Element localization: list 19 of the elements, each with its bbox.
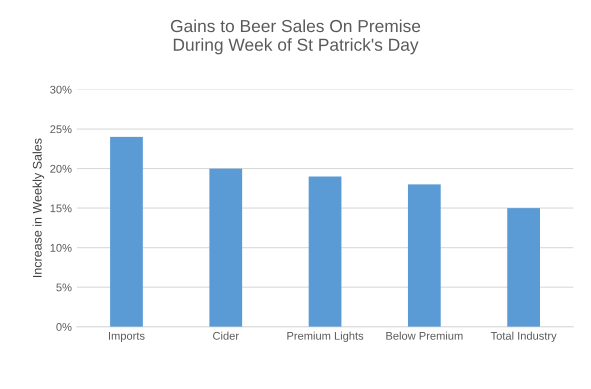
- y-tick-label: 15%: [50, 204, 72, 212]
- bar: [408, 184, 441, 327]
- bar: [308, 176, 342, 327]
- chart-title: Gains to Beer Sales On Premise During Week of St Patrick's Day: [170, 19, 420, 54]
- y-axis-title: Increase in Weekly Sales: [32, 138, 44, 278]
- x-tick-label: Premium Lights: [287, 332, 364, 342]
- y-tick-label: 10%: [50, 244, 72, 252]
- x-tick-label: Below Premium: [386, 332, 463, 340]
- y-tick-label: 30%: [50, 86, 72, 94]
- bar: [507, 208, 540, 327]
- x-tick-label: Total Industry: [490, 332, 557, 342]
- x-tick-label: Cider: [213, 332, 239, 340]
- bar: [110, 136, 143, 327]
- y-tick-label: 5%: [56, 284, 72, 292]
- x-tick-label: Imports: [108, 332, 145, 342]
- y-tick-label: 25%: [50, 125, 72, 134]
- y-tick-label: 20%: [50, 164, 72, 173]
- bar: [209, 168, 242, 327]
- y-tick-label: 0%: [56, 323, 72, 331]
